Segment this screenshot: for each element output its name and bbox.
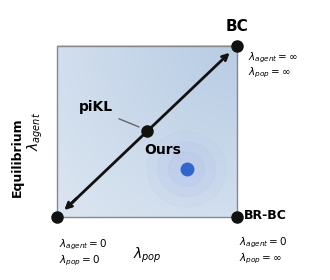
Text: piKL: piKL [79,100,113,114]
Text: $\lambda_{agent} = 0$: $\lambda_{agent} = 0$ [239,236,287,250]
Text: $\lambda_{agent}$: $\lambda_{agent}$ [25,112,45,151]
Text: Ours: Ours [144,143,181,157]
Text: BR-BC: BR-BC [244,209,287,222]
Text: $\lambda_{pop} = \infty$: $\lambda_{pop} = \infty$ [239,251,282,266]
Text: BC: BC [226,19,248,34]
Circle shape [158,142,215,197]
Circle shape [147,131,226,207]
Text: $\lambda_{pop} = 0$: $\lambda_{pop} = 0$ [59,253,100,268]
Text: Equilibrium: Equilibrium [11,117,24,197]
Text: $\lambda_{agent} = 0$: $\lambda_{agent} = 0$ [59,238,107,252]
Text: $\lambda_{agent} = \infty$: $\lambda_{agent} = \infty$ [248,50,298,65]
Text: $\lambda_{pop} = \infty$: $\lambda_{pop} = \infty$ [248,66,291,80]
Circle shape [169,152,205,186]
Text: $\lambda_{pop}$: $\lambda_{pop}$ [133,245,161,265]
